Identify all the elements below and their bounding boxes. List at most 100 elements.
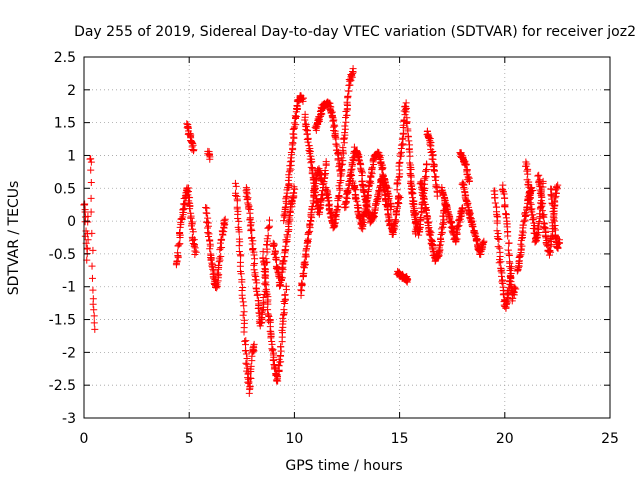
data-point [90, 306, 97, 313]
data-point [378, 160, 385, 167]
y-tick-label: -1.5 [49, 313, 76, 329]
data-point [204, 215, 211, 222]
data-point [205, 223, 212, 230]
data-point [87, 167, 94, 174]
data-point [342, 126, 349, 133]
data-point [406, 153, 413, 160]
data-point [241, 338, 248, 345]
data-point [341, 122, 348, 129]
data-point [541, 224, 548, 231]
data-point [308, 209, 315, 216]
data-point [188, 139, 195, 146]
data-point [344, 99, 351, 106]
data-point [232, 180, 239, 187]
data-point [89, 287, 96, 294]
data-point [501, 195, 508, 202]
y-tick-label: 2.5 [54, 50, 76, 66]
data-point [276, 362, 283, 369]
data-point [277, 343, 284, 350]
data-point [246, 390, 253, 397]
data-point [280, 306, 287, 313]
data-point [396, 159, 403, 166]
data-point [535, 172, 542, 179]
data-point [176, 241, 183, 248]
data-point [89, 275, 96, 282]
data-point [91, 319, 98, 326]
data-point [248, 227, 255, 234]
data-point [203, 219, 210, 226]
data-point [305, 229, 312, 236]
data-point [408, 190, 415, 197]
data-point [282, 291, 289, 298]
data-point [237, 252, 244, 259]
data-point [397, 194, 404, 201]
data-point [507, 267, 514, 274]
data-point [422, 168, 429, 175]
data-point [529, 216, 536, 223]
x-tick-label: 5 [185, 431, 194, 447]
data-point [285, 219, 292, 226]
data-point [407, 170, 414, 177]
y-tick-label: 1 [67, 148, 76, 164]
data-point [549, 201, 556, 208]
data-point [523, 168, 530, 175]
y-tick-label: 1.5 [54, 116, 76, 132]
data-point [88, 159, 95, 166]
data-point [494, 235, 501, 242]
data-point [503, 214, 510, 221]
data-point [499, 187, 506, 194]
data-point [409, 189, 416, 196]
data-point [217, 253, 224, 260]
data-point [288, 158, 295, 165]
y-tick-label: -1 [62, 280, 76, 296]
data-point [91, 326, 98, 333]
data-point [251, 266, 258, 273]
x-axis-label: GPS time / hours [285, 458, 402, 474]
data-point [517, 241, 524, 248]
data-point [203, 210, 210, 217]
data-point [292, 114, 299, 121]
y-tick-label: -2 [62, 345, 76, 361]
data-point [248, 226, 255, 233]
data-point [495, 243, 502, 250]
data-point [368, 165, 375, 172]
data-point [279, 265, 286, 272]
data-point [202, 204, 209, 211]
data-point [87, 155, 94, 162]
y-tick-label: 0.5 [54, 181, 76, 197]
x-tick-labels: 0 5 10 15 20 25 [80, 431, 619, 447]
data-point [254, 292, 261, 299]
data-point [277, 353, 284, 360]
data-point [247, 216, 254, 223]
x-tick-label: 20 [496, 431, 514, 447]
x-tick-label: 10 [285, 431, 303, 447]
data-point [433, 173, 440, 180]
data-point [550, 213, 557, 220]
data-point [88, 179, 95, 186]
data-point [506, 240, 513, 247]
data-point [498, 278, 505, 285]
data-point [206, 237, 213, 244]
data-point [305, 147, 312, 154]
data-point [216, 257, 223, 264]
data-point [297, 286, 304, 293]
data-point [251, 341, 258, 348]
y-tick-label: -0.5 [49, 247, 76, 263]
data-point [244, 196, 251, 203]
data-point [504, 233, 511, 240]
x-tick-label: 25 [601, 431, 619, 447]
data-point [265, 232, 272, 239]
y-axis-label: SDTVAR / TECUs [6, 181, 22, 296]
data-point [497, 253, 504, 260]
data-point [517, 253, 524, 260]
data-point [302, 126, 309, 133]
data-point [251, 260, 258, 267]
data-point [216, 255, 223, 262]
data-point [283, 200, 290, 207]
y-tick-label: 0 [67, 214, 76, 230]
data-point [291, 119, 298, 126]
data-point [240, 298, 247, 305]
data-point [418, 208, 425, 215]
data-point [88, 195, 95, 202]
data-point [491, 194, 498, 201]
